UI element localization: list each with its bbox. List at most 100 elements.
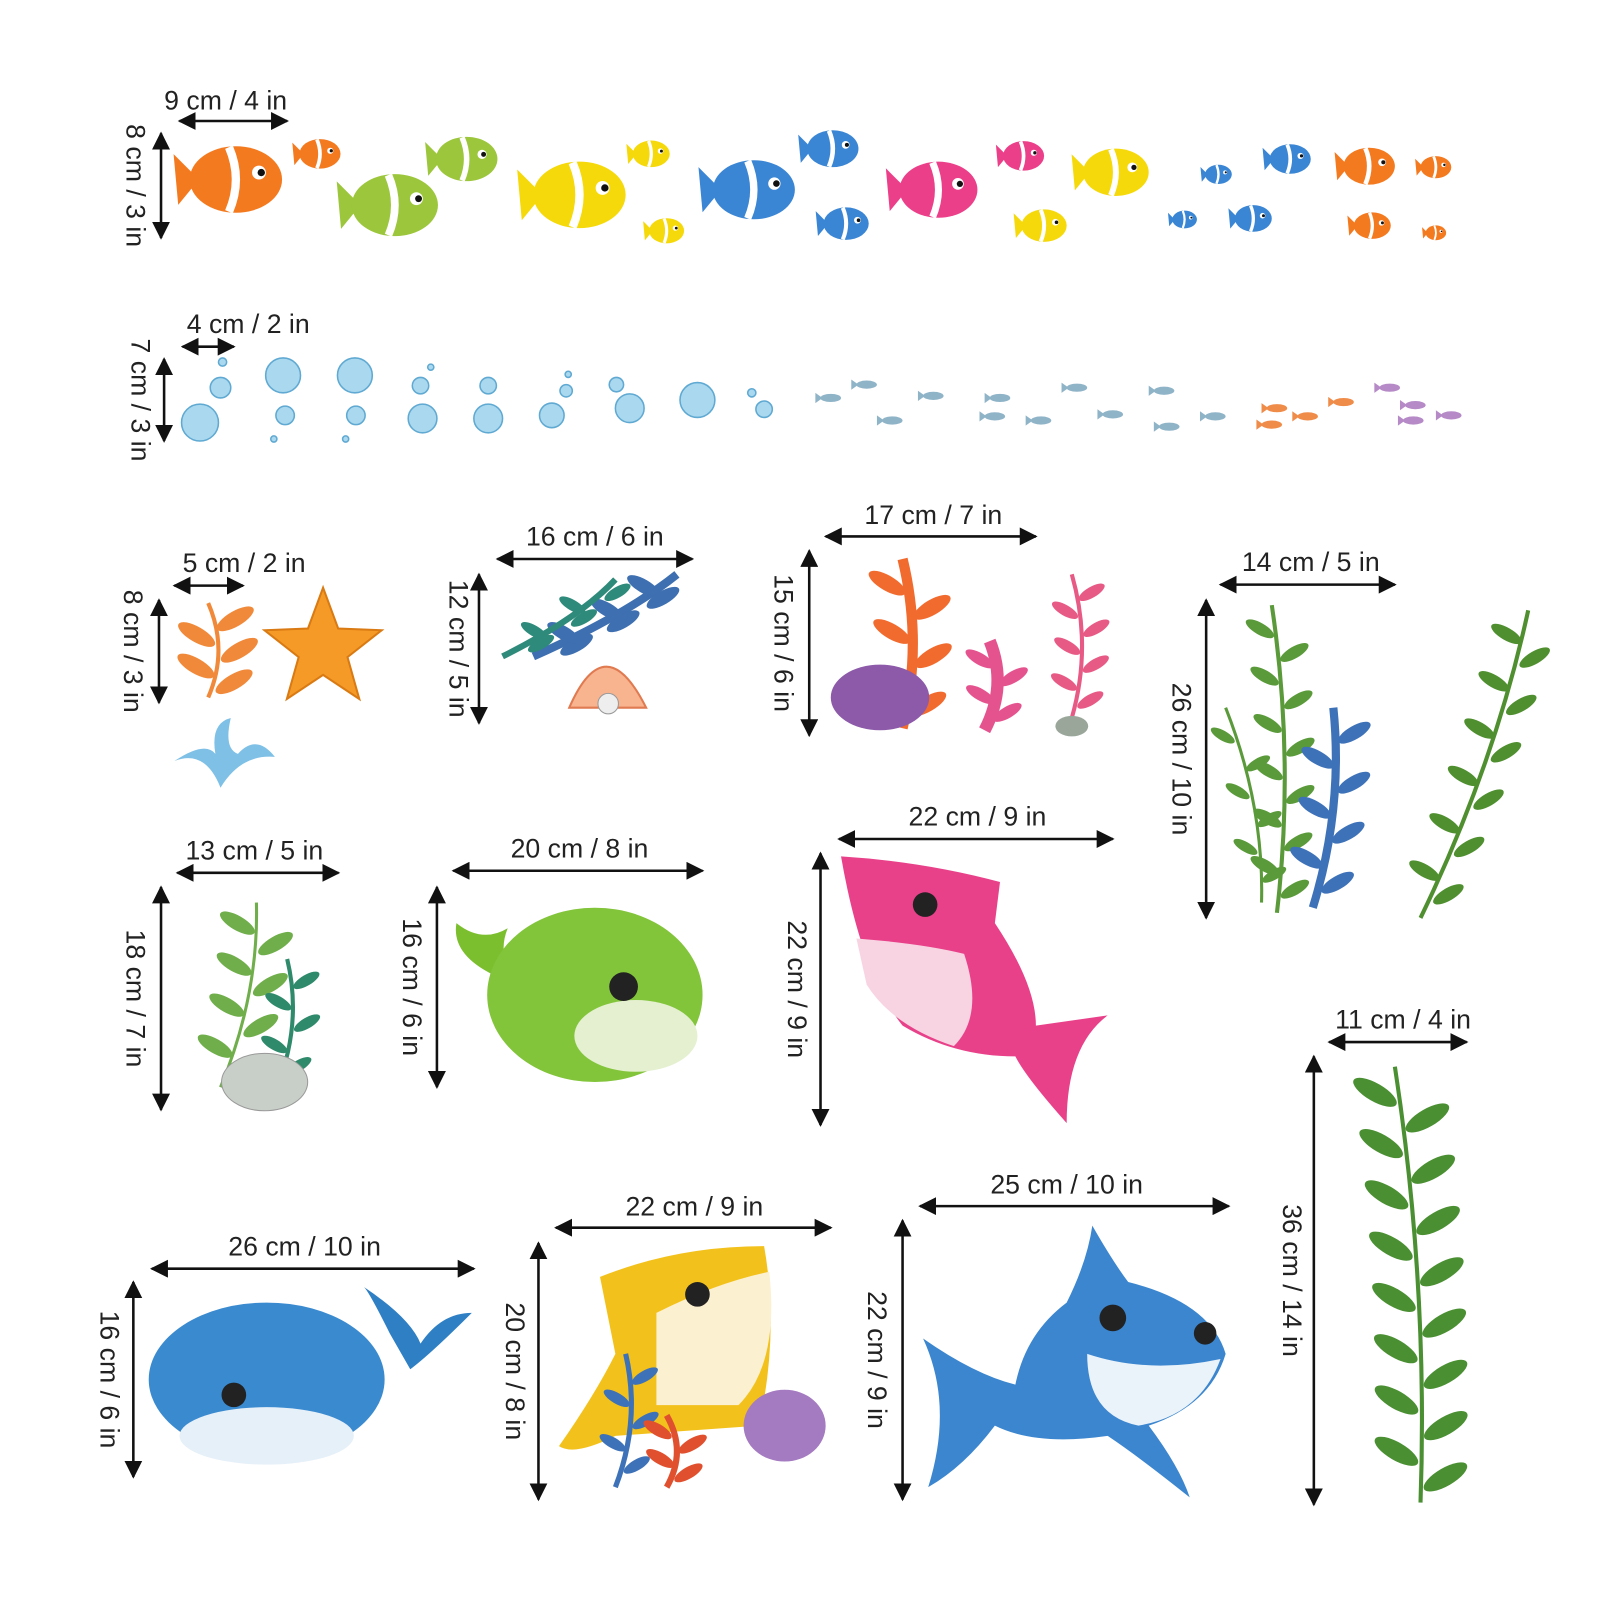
height-label: 12 cm / 5 in: [443, 580, 473, 718]
leaf: [873, 619, 911, 644]
shark-belly: [856, 938, 973, 1047]
bubble: [538, 402, 565, 429]
leaf: [1409, 860, 1440, 881]
shell: [567, 665, 648, 709]
fish: [643, 217, 685, 244]
tiny-fish-body: [1403, 416, 1424, 425]
tiny-fish: [1292, 411, 1318, 422]
fish-stripe: [662, 217, 669, 244]
bubble: [564, 370, 573, 379]
fish-pupil: [1380, 221, 1384, 225]
fish-stripe: [1363, 147, 1372, 186]
tiny-fish-body: [989, 393, 1011, 403]
fish-stripe: [1181, 210, 1186, 229]
tiny-fish-tail: [1200, 411, 1208, 422]
leaf: [178, 622, 216, 647]
fish: [1071, 148, 1149, 197]
leaf: [197, 1034, 233, 1058]
bubble: [746, 387, 757, 398]
tiny-fish-tail: [851, 379, 859, 390]
leaf: [1416, 1205, 1460, 1236]
leaf: [1051, 601, 1079, 620]
leaf: [914, 643, 952, 669]
stem: [206, 602, 221, 699]
leaf: [1491, 623, 1522, 645]
tiny-fish: [984, 392, 1011, 404]
fish-pupil: [481, 151, 487, 157]
tiny-fish-body: [1102, 410, 1124, 419]
leaf: [1411, 1154, 1455, 1184]
fish: [292, 138, 341, 169]
coral-brain: [830, 664, 930, 731]
stem: [1392, 1066, 1425, 1503]
fish: [698, 159, 795, 220]
leaf: [1429, 813, 1460, 834]
leaf: [1473, 789, 1504, 810]
whale-eye: [221, 1382, 247, 1408]
fish-pupil: [1131, 164, 1137, 171]
fish-tail: [425, 142, 443, 176]
tiny-fish-tail: [984, 392, 992, 404]
fish-pupil: [956, 180, 964, 188]
fish: [1347, 212, 1391, 240]
fish: [1262, 143, 1311, 175]
leaf: [252, 972, 288, 997]
fish-stripe: [1433, 225, 1437, 241]
rock: [221, 1052, 309, 1112]
leaf: [209, 993, 245, 1017]
height-label: 7 cm / 3 in: [125, 339, 155, 462]
tiny-fish-tail: [1374, 382, 1382, 393]
tiny-fish-tail: [876, 415, 885, 426]
bubble: [269, 435, 278, 443]
tiny-fish-tail: [1148, 385, 1156, 396]
tiny-fish-body: [856, 380, 877, 389]
tiny-fish-body: [820, 393, 842, 403]
fish-tail: [643, 221, 653, 241]
width-label: 14 cm / 5 in: [1242, 547, 1380, 577]
fish-pupil: [601, 184, 609, 192]
leaf: [219, 911, 255, 935]
fish: [517, 160, 626, 229]
tiny-fish: [1435, 410, 1462, 421]
height-label: 18 cm / 7 in: [120, 930, 150, 1068]
leaf: [623, 1456, 650, 1474]
fish-pupil: [329, 149, 333, 153]
fish: [1228, 204, 1272, 233]
stem: [979, 638, 1004, 734]
bubble: [755, 400, 774, 419]
width-label: 4 cm / 2 in: [187, 309, 310, 339]
tiny-fish-body: [1066, 383, 1088, 392]
fish-stripe: [225, 145, 240, 214]
leaf: [1246, 755, 1271, 772]
leaf: [1478, 671, 1509, 692]
tiny-fish-body: [1153, 386, 1175, 395]
fish-pupil: [1440, 230, 1443, 233]
leaf: [999, 667, 1028, 687]
tiny-fish: [1374, 382, 1400, 393]
fish-pupil: [415, 195, 423, 203]
fish-pupil: [674, 226, 678, 230]
leaf: [1433, 884, 1464, 905]
fish-stripe: [568, 160, 584, 229]
bubble: [341, 435, 350, 443]
stem: [1224, 707, 1264, 903]
fish-pupil: [773, 180, 780, 187]
tiny-fish: [851, 379, 877, 390]
width-label: 13 cm / 5 in: [185, 835, 323, 865]
bubble: [209, 376, 232, 399]
fish-tail: [1334, 152, 1349, 181]
tiny-fish-tail: [1397, 415, 1406, 426]
fish-stripe: [384, 173, 399, 237]
leaf: [216, 606, 254, 632]
splash: [174, 717, 275, 788]
height-label: 20 cm / 8 in: [500, 1302, 530, 1440]
whale-belly: [574, 1000, 698, 1072]
leaf: [590, 598, 624, 621]
leaf: [1364, 1180, 1409, 1210]
leaf: [1225, 783, 1250, 800]
bubble: [426, 363, 435, 372]
leaf: [868, 570, 906, 596]
fish-stripe: [1215, 164, 1220, 185]
fish-stripe: [840, 206, 849, 241]
leaf: [1290, 846, 1323, 869]
